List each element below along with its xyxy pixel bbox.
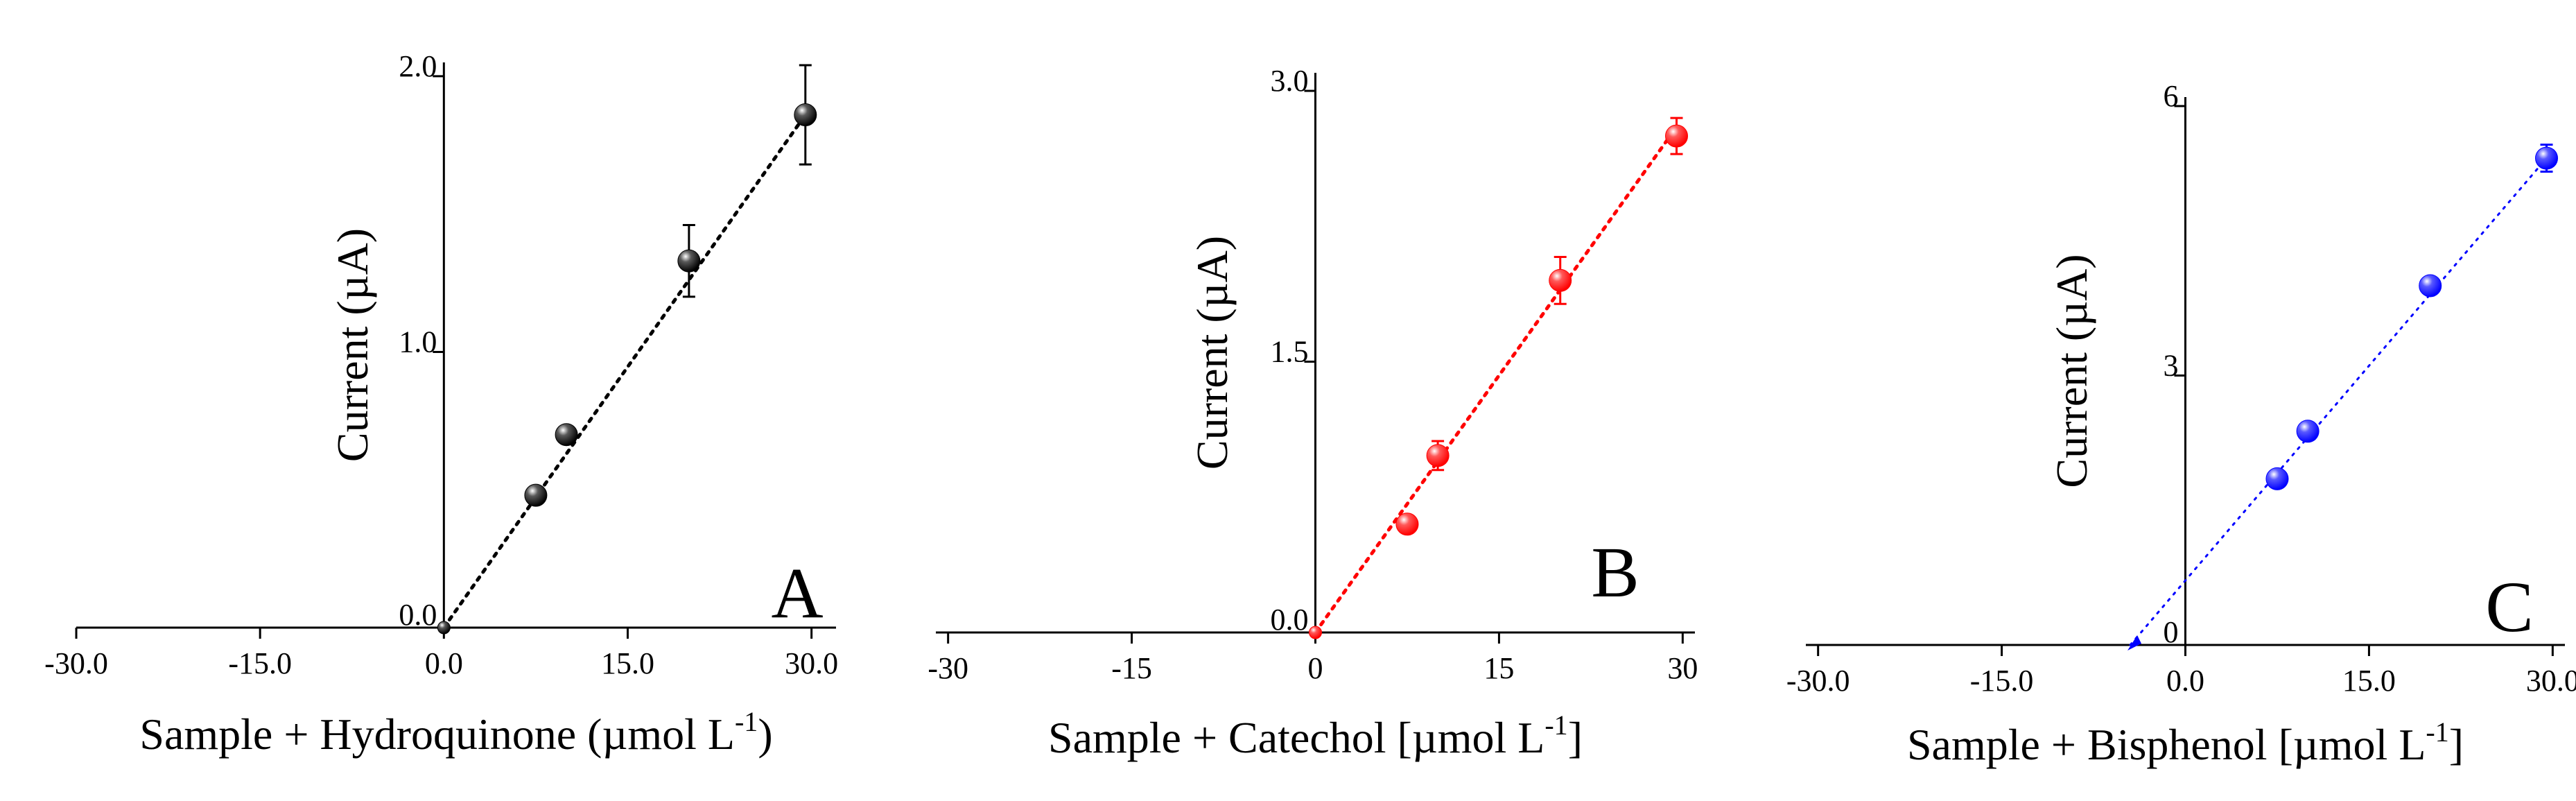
- y-axis-title: Current (µA): [1187, 236, 1237, 470]
- x-axis-title-main: Sample + Hydroquinone (µmol L: [139, 709, 735, 759]
- x-tick-label: -15.0: [228, 646, 292, 680]
- panel-a: -30.0 -15.0 0.0 15.0 30.0 0.0 1.0 2.0 A Current (…: [44, 49, 838, 759]
- x-tick-label: 0: [1308, 651, 1323, 685]
- x-tick-label: -30.0: [1786, 664, 1850, 698]
- panel-letter: A: [771, 553, 823, 633]
- x-tick-label: 0.0: [425, 646, 463, 680]
- data-point: [2296, 420, 2320, 443]
- data-point: [677, 249, 701, 273]
- x-tick-label: 30.0: [785, 646, 838, 680]
- data-point: [2419, 274, 2442, 298]
- panel-c: -30.0 -15.0 0.0 15.0 30.0 0 3 6 C Current (µA) Sam…: [1786, 79, 2576, 769]
- x-axis-title: Sample + Hydroquinone (µmol L-1): [139, 706, 772, 759]
- x-tick-label: -15: [1111, 651, 1152, 685]
- panel-letter: B: [1591, 533, 1639, 612]
- x-axis-title-end: ]: [2449, 720, 2464, 769]
- x-axis-title-main: Sample + Catechol [µmol L: [1048, 713, 1544, 762]
- x-tick-label: 30: [1667, 651, 1698, 685]
- data-point: [2535, 146, 2559, 170]
- y-axis-title: Current (µA): [2047, 254, 2096, 488]
- data-point: [1426, 444, 1450, 467]
- y-tick-label: 6: [2164, 79, 2179, 113]
- x-tick-label: 15.0: [2342, 664, 2396, 698]
- data-point: [794, 103, 817, 127]
- panel-letter: C: [2485, 567, 2533, 647]
- x-axis-title-end: ]: [1568, 713, 1583, 762]
- x-tick-label: 15.0: [601, 646, 654, 680]
- y-tick-label: 3.0: [1271, 64, 1309, 98]
- data-point: [2265, 467, 2289, 490]
- data-point: [1395, 513, 1419, 536]
- y-tick-label: 1.5: [1271, 335, 1309, 369]
- panel-b: -30 -15 0 15 30 0.0 1.5 3.0 B Current (µA) Sample …: [928, 64, 1698, 762]
- x-axis-title-end: ): [758, 709, 772, 759]
- y-tick-label: 2.0: [399, 49, 437, 83]
- y-tick-label: 0: [2164, 615, 2179, 649]
- data-point: [555, 423, 578, 447]
- data-point: [1665, 124, 1689, 148]
- x-tick-label: -30.0: [44, 646, 108, 680]
- y-tick-label: 1.0: [399, 325, 437, 359]
- x-tick-label: -30: [928, 651, 968, 685]
- y-tick-label: 0.0: [1271, 603, 1309, 637]
- x-axis-title-sup: -1: [1544, 709, 1567, 741]
- y-tick-label: 0.0: [399, 598, 437, 632]
- x-axis-title-main: Sample + Bisphenol [µmol L: [1907, 720, 2426, 769]
- x-tick-label: 15: [1483, 651, 1514, 685]
- data-point: [437, 621, 451, 635]
- y-tick-label: 3: [2164, 348, 2179, 382]
- fit-line: [2129, 157, 2548, 646]
- x-axis-title-sup: -1: [735, 706, 758, 737]
- x-axis-title-sup: -1: [2426, 716, 2448, 748]
- x-tick-label: -15.0: [1970, 664, 2034, 698]
- x-axis-title: Sample + Bisphenol [µmol L-1]: [1907, 716, 2464, 769]
- data-point: [524, 483, 548, 507]
- data-point: [1549, 268, 1572, 292]
- x-tick-label: 0.0: [2166, 664, 2204, 698]
- data-point: [1309, 626, 1322, 639]
- intercept-marker: [2127, 635, 2142, 651]
- fit-line: [442, 113, 808, 630]
- x-tick-label: 30.0: [2526, 664, 2576, 698]
- y-axis-title: Current (µA): [328, 228, 377, 462]
- fit-line: [1314, 125, 1679, 635]
- x-axis-title: Sample + Catechol [µmol L-1]: [1048, 709, 1583, 762]
